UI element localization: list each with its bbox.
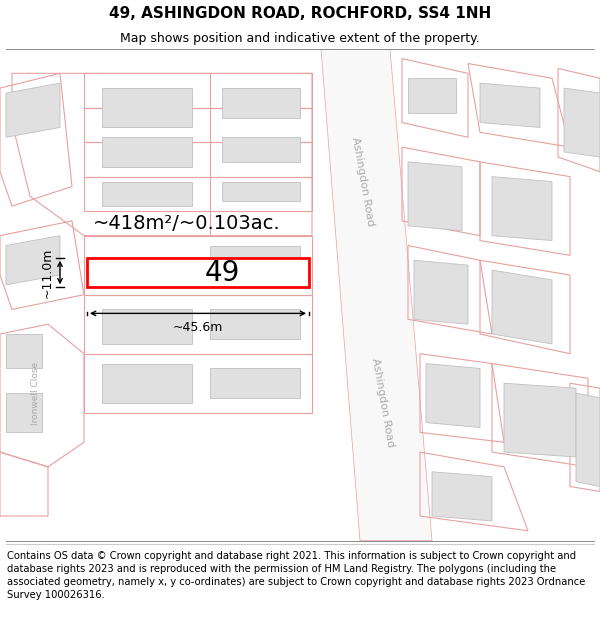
- Polygon shape: [408, 162, 462, 231]
- Polygon shape: [102, 181, 192, 206]
- Polygon shape: [426, 364, 480, 428]
- Polygon shape: [321, 49, 432, 541]
- Text: Ashingdon Road: Ashingdon Road: [350, 136, 376, 227]
- Polygon shape: [102, 138, 192, 167]
- Text: 49, ASHINGDON ROAD, ROCHFORD, SS4 1NH: 49, ASHINGDON ROAD, ROCHFORD, SS4 1NH: [109, 6, 491, 21]
- Polygon shape: [576, 393, 600, 486]
- Text: Map shows position and indicative extent of the property.: Map shows position and indicative extent…: [120, 31, 480, 44]
- Polygon shape: [222, 88, 300, 118]
- Polygon shape: [102, 309, 192, 344]
- Polygon shape: [102, 364, 192, 403]
- Text: Ashingdon Road: Ashingdon Road: [370, 357, 395, 448]
- Polygon shape: [414, 260, 468, 324]
- Bar: [87, 258, 309, 288]
- Polygon shape: [210, 309, 300, 339]
- Text: Ironwell Close: Ironwell Close: [32, 361, 41, 424]
- Polygon shape: [504, 383, 576, 457]
- Polygon shape: [492, 177, 552, 241]
- Polygon shape: [222, 181, 300, 201]
- Text: 49: 49: [205, 259, 239, 286]
- Polygon shape: [102, 88, 192, 127]
- Text: ~418m²/~0.103ac.: ~418m²/~0.103ac.: [93, 214, 281, 233]
- Polygon shape: [408, 78, 456, 112]
- Polygon shape: [210, 246, 300, 285]
- Text: Contains OS data © Crown copyright and database right 2021. This information is : Contains OS data © Crown copyright and d…: [7, 551, 586, 601]
- Polygon shape: [6, 83, 60, 138]
- Text: ~11.0m: ~11.0m: [41, 248, 54, 298]
- Polygon shape: [564, 88, 600, 157]
- Polygon shape: [6, 236, 60, 285]
- Polygon shape: [480, 83, 540, 127]
- Polygon shape: [492, 270, 552, 344]
- Polygon shape: [432, 472, 492, 521]
- Polygon shape: [210, 369, 300, 398]
- Polygon shape: [222, 138, 300, 162]
- Text: ~45.6m: ~45.6m: [173, 321, 223, 334]
- Polygon shape: [6, 334, 42, 369]
- Polygon shape: [6, 393, 42, 432]
